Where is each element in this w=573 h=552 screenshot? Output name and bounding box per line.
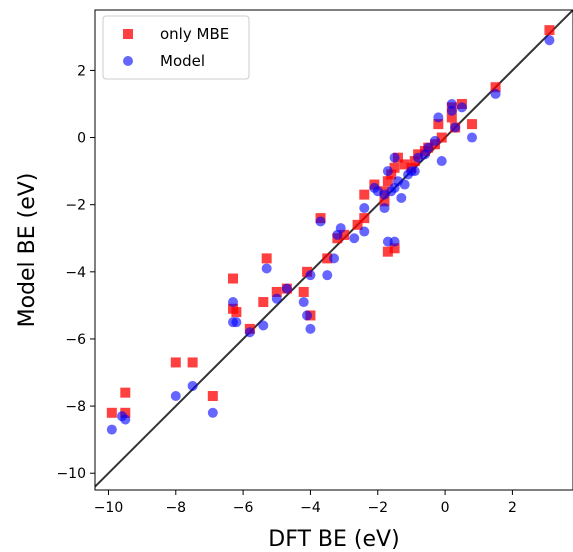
- point-model: [245, 327, 255, 337]
- point-only-mbe: [467, 119, 477, 129]
- point-model: [359, 227, 369, 237]
- point-model: [544, 35, 554, 45]
- x-tick-label: 2: [508, 500, 517, 516]
- point-model: [413, 153, 423, 163]
- y-tick-label: 2: [77, 63, 86, 79]
- point-model: [383, 166, 393, 176]
- point-model: [359, 203, 369, 213]
- legend-label-model: Model: [160, 52, 205, 70]
- point-only-mbe: [208, 391, 218, 401]
- point-model: [491, 89, 501, 99]
- y-tick-label: 0: [77, 131, 86, 147]
- point-model: [305, 270, 315, 280]
- point-only-mbe: [383, 247, 393, 257]
- point-model: [457, 102, 467, 112]
- point-model: [302, 310, 312, 320]
- x-tick-label: −10: [94, 500, 124, 516]
- point-model: [379, 203, 389, 213]
- x-tick-label: −8: [165, 500, 186, 516]
- x-tick-label: 0: [441, 500, 450, 516]
- y-tick-label: −4: [65, 265, 86, 281]
- point-model: [322, 270, 332, 280]
- point-model: [467, 133, 477, 143]
- point-only-mbe: [228, 274, 238, 284]
- legend-label-only-mbe: only MBE: [160, 25, 229, 43]
- point-model: [396, 193, 406, 203]
- point-model: [373, 186, 383, 196]
- point-model: [329, 253, 339, 263]
- point-model: [262, 263, 272, 273]
- point-model: [299, 297, 309, 307]
- point-model: [390, 153, 400, 163]
- legend: only MBE Model: [103, 16, 249, 79]
- point-model: [272, 294, 282, 304]
- point-model: [258, 321, 268, 331]
- point-model: [316, 216, 326, 226]
- point-model: [107, 425, 117, 435]
- x-tick-label: −4: [300, 500, 321, 516]
- point-model: [332, 230, 342, 240]
- y-tick-label: −2: [65, 198, 86, 214]
- point-only-mbe: [188, 357, 198, 367]
- point-only-mbe: [299, 287, 309, 297]
- point-only-mbe: [171, 357, 181, 367]
- point-only-mbe: [359, 190, 369, 200]
- point-model: [305, 324, 315, 334]
- point-only-mbe: [120, 388, 130, 398]
- point-model: [447, 106, 457, 116]
- point-model: [228, 297, 238, 307]
- x-tick-label: −2: [367, 500, 388, 516]
- point-model: [403, 169, 413, 179]
- point-only-mbe: [107, 408, 117, 418]
- point-model: [433, 112, 443, 122]
- legend-marker-only-mbe: [123, 29, 133, 39]
- point-model: [450, 122, 460, 132]
- point-model: [228, 317, 238, 327]
- point-model: [282, 284, 292, 294]
- y-tick-label: −10: [56, 466, 86, 482]
- point-model: [349, 233, 359, 243]
- legend-marker-model: [123, 56, 133, 66]
- y-axis-label: Model BE (eV): [15, 173, 40, 328]
- x-tick-label: −6: [233, 500, 254, 516]
- y-tick-label: −8: [65, 399, 86, 415]
- point-only-mbe: [258, 297, 268, 307]
- point-model: [208, 408, 218, 418]
- point-model: [383, 237, 393, 247]
- x-axis-label: DFT BE (eV): [268, 527, 399, 552]
- point-only-mbe: [544, 25, 554, 35]
- point-model: [188, 381, 198, 391]
- point-model: [171, 391, 181, 401]
- point-model: [437, 156, 447, 166]
- point-only-mbe: [262, 253, 272, 263]
- y-tick-label: −6: [65, 332, 86, 348]
- point-model: [117, 411, 127, 421]
